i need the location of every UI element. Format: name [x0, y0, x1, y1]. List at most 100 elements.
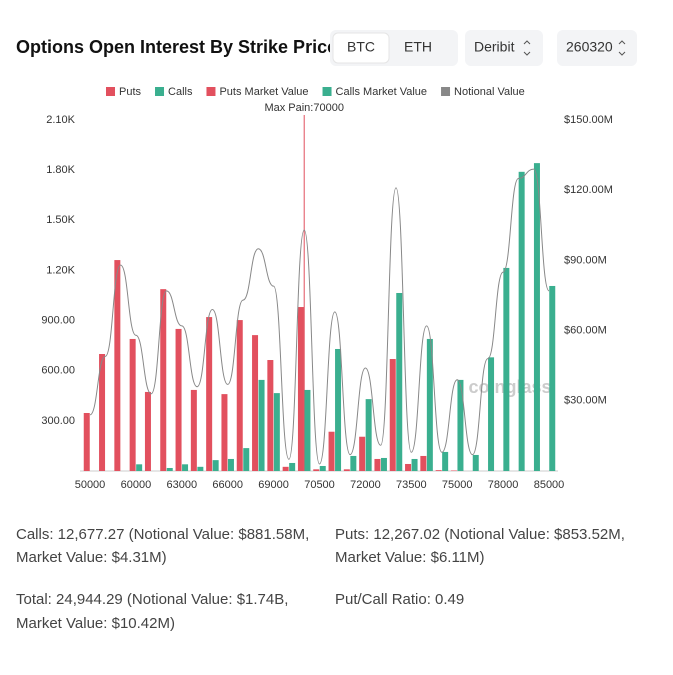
bar — [405, 463, 412, 471]
x-tick-label: 66000 — [212, 479, 243, 491]
select-label[interactable]: 260320 — [566, 39, 613, 55]
chevron — [618, 40, 626, 56]
x-tick-label: 63000 — [167, 479, 198, 491]
y-tick-label: 1.20K — [46, 264, 75, 276]
bar — [304, 389, 311, 471]
y-tick-label: 2.10K — [46, 114, 75, 126]
bar — [99, 354, 106, 471]
bar — [335, 348, 342, 471]
chevron — [523, 40, 531, 56]
legend-swatch — [441, 87, 451, 96]
y2-tick-label: $90.00M — [564, 254, 607, 266]
select[interactable] — [557, 30, 637, 66]
bar — [343, 469, 350, 471]
bar — [267, 360, 274, 471]
summary: Market Value: $6.11M) — [335, 549, 485, 566]
y-tick-label: 1.50K — [46, 214, 75, 226]
bar — [227, 458, 234, 471]
bar — [435, 470, 442, 471]
bar — [389, 359, 396, 471]
bar — [236, 320, 243, 471]
bar — [365, 399, 372, 471]
y-tick-label: 900.00 — [41, 314, 75, 326]
bar — [221, 394, 228, 471]
bar — [359, 436, 366, 471]
annotation: Max Pain:70000 — [264, 102, 344, 114]
summary: Market Value: $4.31M) — [16, 549, 167, 566]
bar — [273, 393, 280, 471]
tab[interactable]: BTC — [347, 39, 375, 55]
bar — [488, 357, 495, 471]
bar — [114, 260, 121, 471]
select[interactable] — [465, 30, 543, 66]
bar — [190, 389, 197, 471]
legend-swatch — [155, 87, 165, 96]
summary: Total: 24,944.29 (Notional Value: $1.74B… — [16, 591, 288, 608]
y-tick-label: 600.00 — [41, 365, 75, 377]
bar — [297, 307, 304, 471]
bar — [206, 317, 213, 471]
y-tick-label: 1.80K — [46, 164, 75, 176]
bar — [503, 267, 510, 471]
bar — [328, 431, 335, 471]
bar — [549, 285, 556, 471]
bar — [252, 335, 259, 471]
bar — [197, 466, 204, 471]
summary: Market Value: $10.42M) — [16, 615, 175, 632]
y2-tick-label: $60.00M — [564, 325, 607, 337]
line — [89, 168, 550, 465]
x-tick-label: 75000 — [442, 479, 473, 491]
bar — [182, 464, 189, 471]
bar — [518, 171, 525, 472]
legend-label: Puts Market Value — [219, 86, 308, 98]
bar — [420, 455, 427, 471]
bar — [282, 466, 289, 471]
legend-label: Puts — [119, 86, 142, 98]
bar — [243, 448, 250, 471]
bar — [160, 289, 167, 471]
bar — [313, 469, 320, 471]
bar — [136, 464, 143, 471]
x-tick-label: 50000 — [75, 479, 106, 491]
bar — [374, 458, 381, 471]
bar — [166, 467, 173, 471]
bar — [442, 451, 449, 471]
bar — [212, 460, 219, 471]
y-tick-label: 300.00 — [41, 415, 75, 427]
x-tick-label: 78000 — [488, 479, 519, 491]
y2-tick-label: $30.00M — [564, 395, 607, 407]
bar — [533, 163, 540, 471]
bar — [396, 292, 403, 471]
select-label[interactable]: Deribit — [474, 39, 515, 55]
legend-swatch — [106, 87, 115, 96]
legend-label: Calls — [168, 86, 193, 98]
y2-tick-label: $120.00M — [564, 184, 613, 196]
tab-active[interactable] — [332, 32, 390, 64]
summary: Puts: 12,267.02 (Notional Value: $853.52… — [335, 526, 625, 543]
bar — [129, 338, 136, 471]
tab[interactable]: ETH — [404, 39, 432, 55]
legend-swatch — [206, 87, 216, 96]
bar — [450, 470, 457, 471]
y2-tick-label: $150.00M — [564, 114, 613, 126]
x-tick-label: 72000 — [350, 479, 381, 491]
x-tick-label: 70500 — [304, 479, 335, 491]
bar — [175, 328, 182, 471]
summary: Put/Call Ratio: 0.49 — [335, 591, 464, 608]
bar — [258, 379, 265, 471]
bar — [289, 462, 296, 471]
bar — [457, 379, 464, 471]
summary: Calls: 12,677.27 (Notional Value: $881.5… — [16, 526, 309, 543]
bar — [426, 338, 433, 471]
bar — [144, 391, 151, 471]
bar — [411, 458, 418, 471]
x-tick-label: 73500 — [396, 479, 427, 491]
legend-swatch — [322, 87, 332, 96]
legend-label: Notional Value — [454, 86, 525, 98]
legend-label: Calls Market Value — [336, 86, 428, 98]
bar — [380, 457, 387, 471]
bar — [350, 455, 357, 471]
bar — [83, 413, 90, 471]
